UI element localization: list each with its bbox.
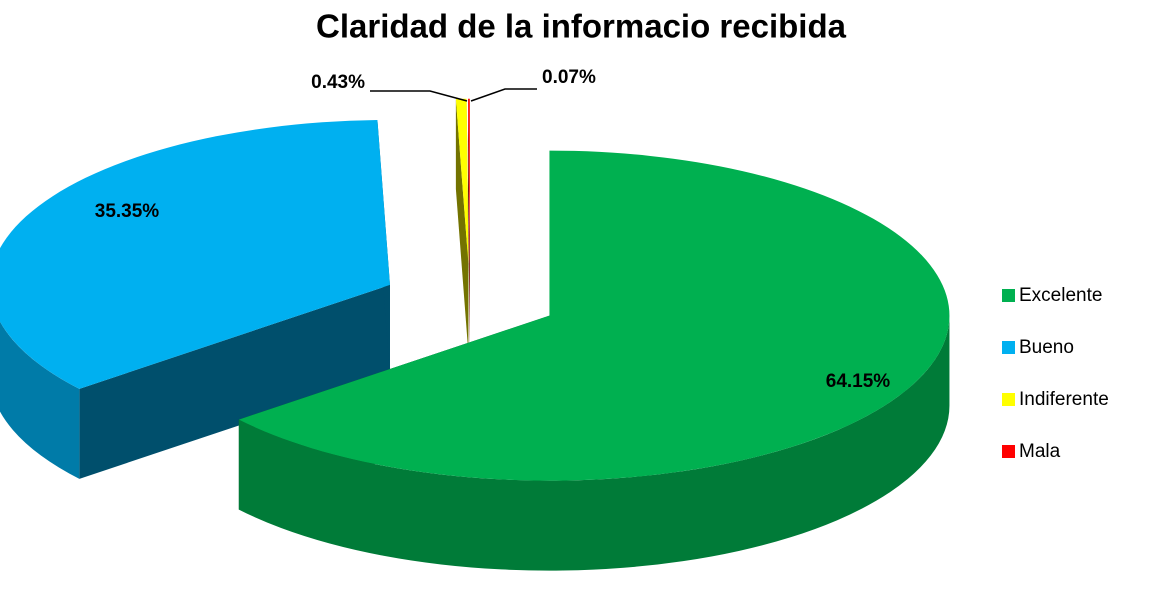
slice xyxy=(0,119,390,389)
legend-label: Indiferente xyxy=(1019,389,1109,410)
legend-swatch xyxy=(1002,393,1015,406)
leader-line xyxy=(470,88,537,102)
slice-wall xyxy=(238,315,950,571)
slice xyxy=(455,98,469,264)
slice-side xyxy=(79,284,390,479)
slice-side xyxy=(455,98,469,354)
data-label: 35.35% xyxy=(95,201,160,222)
slice-wall xyxy=(0,321,80,479)
legend-label: Excelente xyxy=(1019,285,1102,306)
slice xyxy=(238,150,950,481)
data-label: 64.15% xyxy=(826,371,891,392)
legend-label: Bueno xyxy=(1019,337,1074,358)
chart-title: Claridad de la informacio recibida xyxy=(316,8,847,45)
legend-swatch xyxy=(1002,341,1015,354)
legend-swatch xyxy=(1002,289,1015,302)
data-label: 0.43% xyxy=(311,72,365,93)
slice-side xyxy=(468,98,470,354)
slice xyxy=(468,98,470,264)
data-label: 0.07% xyxy=(542,67,596,88)
leader-line xyxy=(370,90,468,102)
legend-label: Mala xyxy=(1019,441,1061,462)
legend-swatch xyxy=(1002,445,1015,458)
